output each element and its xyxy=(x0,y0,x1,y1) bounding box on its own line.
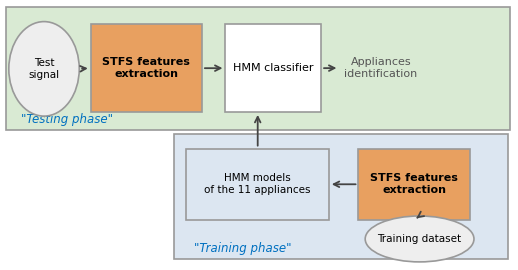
Ellipse shape xyxy=(365,216,474,262)
Text: Training dataset: Training dataset xyxy=(378,234,462,244)
Text: "Training phase": "Training phase" xyxy=(194,242,292,255)
Text: STFS features
extraction: STFS features extraction xyxy=(103,58,190,79)
FancyBboxPatch shape xyxy=(186,148,329,220)
FancyBboxPatch shape xyxy=(91,24,202,112)
FancyBboxPatch shape xyxy=(6,7,510,130)
FancyBboxPatch shape xyxy=(174,134,508,259)
Text: "Testing phase": "Testing phase" xyxy=(21,113,113,126)
Text: Appliances
identification: Appliances identification xyxy=(344,57,418,79)
Text: HMM models
of the 11 appliances: HMM models of the 11 appliances xyxy=(205,174,311,195)
Ellipse shape xyxy=(9,22,79,116)
Text: HMM classifier: HMM classifier xyxy=(233,63,313,73)
Text: STFS features
extraction: STFS features extraction xyxy=(370,174,458,195)
Text: Test
signal: Test signal xyxy=(28,58,60,80)
FancyBboxPatch shape xyxy=(358,148,470,220)
FancyBboxPatch shape xyxy=(225,24,321,112)
